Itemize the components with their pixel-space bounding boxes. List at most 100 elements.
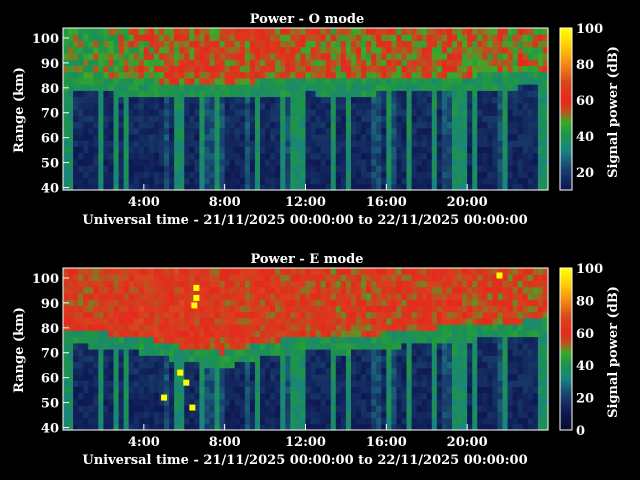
heatmap-cell [472,336,478,344]
heatmap-cell [153,127,160,135]
heatmap-cell [477,171,483,179]
heatmap-cell [406,349,413,356]
heatmap-cell [441,392,448,400]
heatmap-cell [305,286,312,294]
y-tick-label: 100 [32,32,59,47]
heatmap-cell [275,183,281,191]
heatmap-cell [300,171,307,179]
heatmap-cell [103,152,110,160]
heatmap-cell [376,127,382,135]
heatmap-cell [199,367,206,375]
heatmap-cell [275,102,281,110]
heatmap-cell [113,380,120,387]
heatmap-cell [426,317,433,325]
heatmap-cell [436,280,443,288]
heatmap-cell [93,405,99,412]
heatmap-cell [265,102,271,110]
heatmap-cell [472,152,478,160]
heatmap-cell [487,127,494,135]
heatmap-cell [244,268,251,275]
heatmap-cell [234,133,241,141]
heatmap-cell [148,127,155,135]
heatmap-cell [239,305,246,313]
heatmap-cell [462,84,468,91]
heatmap-cell [93,311,99,319]
heatmap-cell [441,417,448,425]
heatmap-cell [462,268,468,275]
heatmap-cell [330,305,337,313]
heatmap-cell [310,299,317,306]
heatmap-cell [522,405,529,412]
heatmap-cell [249,268,256,275]
heatmap-cell [441,330,448,338]
heatmap-cell [143,165,150,172]
heatmap-cell [512,405,519,412]
heatmap-cell [123,28,130,35]
heatmap-cell [254,65,261,73]
heatmap-cell [249,349,256,356]
heatmap-cell [229,140,236,147]
heatmap-cell [527,65,534,73]
heatmap-cell [345,380,352,387]
heatmap-cell [219,158,226,166]
heatmap-cell [275,133,281,141]
heatmap-cell [275,109,281,116]
heatmap-cell [386,183,392,191]
heatmap-cell [128,127,135,135]
heatmap-cell [103,165,110,172]
heatmap-cell [457,127,463,135]
heatmap-cell [411,361,418,369]
heatmap-cell [128,411,135,419]
heatmap-cell [138,405,145,412]
heatmap-cell [477,411,483,419]
heatmap-cell [179,177,185,185]
heatmap-cell [158,133,165,141]
heatmap-cell [482,183,488,191]
heatmap-cell [123,52,130,60]
heatmap-cell [421,411,428,419]
heatmap-cell [189,373,195,381]
heatmap-cell [249,152,256,160]
heatmap-cell [452,90,458,98]
heatmap-cell [224,158,231,166]
heatmap-cell [209,65,216,73]
heatmap-cell [401,405,408,412]
heatmap-cell [452,152,458,160]
heatmap-cell [522,311,529,319]
heatmap-cell [275,280,281,288]
heatmap-cell [320,102,327,110]
heatmap-cell [118,177,125,185]
heatmap-cell [487,386,494,394]
heatmap-cell [310,90,317,98]
heatmap-cell [340,34,347,42]
heatmap-cell [482,342,488,350]
heatmap-cell [133,140,140,147]
heatmap-cell [83,380,89,387]
heatmap-cell [441,77,448,85]
heatmap-cell [406,417,413,425]
heatmap-cell [492,392,499,400]
heatmap-cell [239,140,246,147]
heatmap-cell [497,102,504,110]
heatmap-cell [507,423,514,431]
heatmap-cell [249,171,256,179]
heatmap-cell [204,46,211,54]
heatmap-cell [416,349,423,356]
heatmap-cell [270,183,276,191]
heatmap-cell [275,46,281,54]
heatmap-cell [517,140,524,147]
heatmap-cell [350,417,357,425]
heatmap-cell [426,133,433,141]
heatmap-cell [280,286,286,294]
heatmap-cell [214,90,221,98]
heatmap-cell [199,417,206,425]
heatmap-cell [467,355,473,363]
heatmap-cell [446,127,453,135]
heatmap-cell [204,361,211,369]
heatmap-cell [285,171,291,179]
heatmap-cell [93,115,99,123]
heatmap-cell [335,140,342,147]
heatmap-cell [229,121,236,129]
heatmap-cell [219,71,226,79]
heatmap-cell [123,65,130,73]
